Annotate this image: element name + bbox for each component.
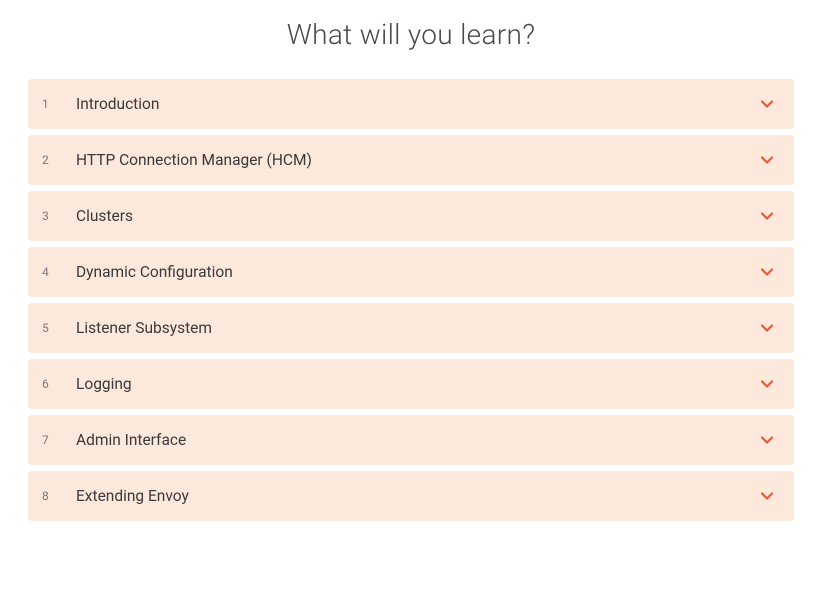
accordion-item[interactable]: 5 Listener Subsystem xyxy=(28,303,794,353)
item-label: Admin Interface xyxy=(76,431,760,449)
item-label: Clusters xyxy=(76,207,760,225)
item-number: 1 xyxy=(42,95,76,111)
chevron-down-icon xyxy=(760,153,774,167)
item-label: HTTP Connection Manager (HCM) xyxy=(76,151,760,169)
chevron-down-icon xyxy=(760,433,774,447)
section-heading: What will you learn? xyxy=(28,18,794,51)
item-number: 8 xyxy=(42,487,76,503)
item-number: 3 xyxy=(42,207,76,223)
item-label: Extending Envoy xyxy=(76,487,760,505)
accordion-item[interactable]: 2 HTTP Connection Manager (HCM) xyxy=(28,135,794,185)
item-label: Dynamic Configuration xyxy=(76,263,760,281)
chevron-down-icon xyxy=(760,265,774,279)
chevron-down-icon xyxy=(760,489,774,503)
item-number: 6 xyxy=(42,375,76,391)
chevron-down-icon xyxy=(760,377,774,391)
item-label: Listener Subsystem xyxy=(76,319,760,337)
accordion-item[interactable]: 3 Clusters xyxy=(28,191,794,241)
chevron-down-icon xyxy=(760,209,774,223)
chevron-down-icon xyxy=(760,97,774,111)
accordion-item[interactable]: 1 Introduction xyxy=(28,79,794,129)
curriculum-container: What will you learn? 1 Introduction 2 HT… xyxy=(0,0,822,539)
accordion-list: 1 Introduction 2 HTTP Connection Manager… xyxy=(28,79,794,521)
item-number: 2 xyxy=(42,151,76,167)
item-number: 5 xyxy=(42,319,76,335)
item-number: 4 xyxy=(42,263,76,279)
item-label: Logging xyxy=(76,375,760,393)
accordion-item[interactable]: 4 Dynamic Configuration xyxy=(28,247,794,297)
accordion-item[interactable]: 6 Logging xyxy=(28,359,794,409)
accordion-item[interactable]: 7 Admin Interface xyxy=(28,415,794,465)
item-label: Introduction xyxy=(76,95,760,113)
chevron-down-icon xyxy=(760,321,774,335)
accordion-item[interactable]: 8 Extending Envoy xyxy=(28,471,794,521)
item-number: 7 xyxy=(42,431,76,447)
